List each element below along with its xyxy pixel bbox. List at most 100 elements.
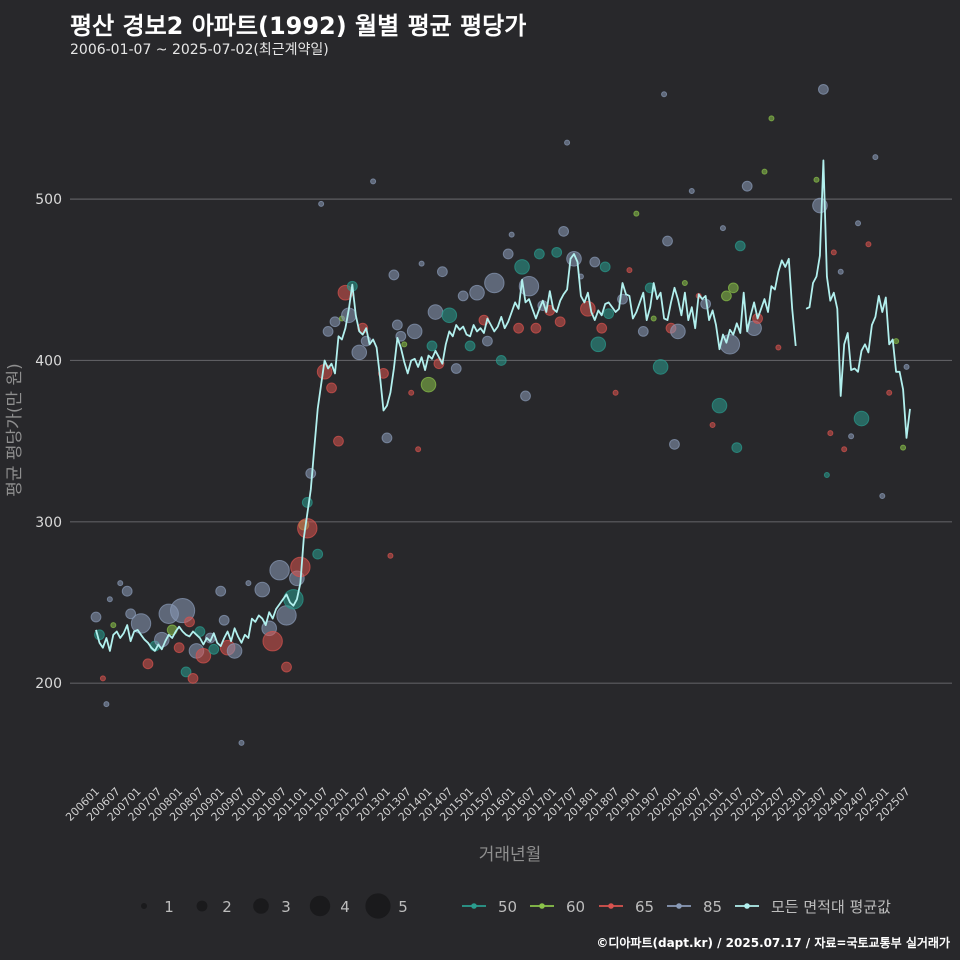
- grid-lines: [70, 198, 952, 684]
- point-85: [318, 200, 325, 207]
- point-85: [508, 231, 515, 238]
- average-line-segment: [95, 253, 797, 652]
- point-85: [719, 225, 726, 232]
- point-65: [326, 382, 337, 394]
- legend-series-label: 60: [566, 898, 585, 916]
- point-65: [626, 267, 633, 274]
- legend-series-label: 50: [498, 898, 517, 916]
- point-50: [823, 472, 830, 479]
- legend-series-marker: [744, 903, 750, 909]
- point-85: [238, 739, 245, 746]
- point-65: [408, 389, 415, 396]
- point-85: [245, 580, 252, 587]
- point-85: [436, 266, 448, 278]
- point-85: [103, 701, 110, 708]
- point-85: [482, 335, 493, 347]
- legend-size-marker: [365, 893, 391, 919]
- legend: 1 2 3 4 5 50 60 65 85 모든 면적대 평균값: [141, 893, 891, 919]
- point-60: [768, 115, 775, 122]
- point-85: [872, 154, 879, 161]
- point-60: [110, 622, 117, 629]
- point-85: [391, 319, 403, 331]
- point-85: [589, 256, 601, 268]
- point-65: [775, 344, 782, 351]
- legend-series-label: 65: [635, 898, 654, 916]
- point-85: [812, 197, 828, 214]
- point-85: [484, 272, 505, 294]
- point-65: [142, 658, 154, 670]
- point-85: [661, 91, 668, 98]
- point-85: [469, 284, 485, 301]
- point-85: [662, 235, 673, 247]
- point-85: [855, 220, 862, 227]
- point-60: [721, 290, 732, 302]
- point-65: [173, 642, 185, 654]
- point-65: [99, 675, 106, 682]
- point-85: [637, 326, 649, 337]
- point-50: [495, 355, 507, 366]
- point-60: [727, 282, 739, 294]
- legend-series-marker: [676, 903, 682, 909]
- chart-title: 평산 경보2 아파트(1992) 월별 평균 평당가: [70, 12, 527, 40]
- point-85: [90, 611, 102, 623]
- point-65: [281, 661, 292, 673]
- point-60: [681, 280, 688, 286]
- point-50: [711, 397, 728, 414]
- y-axis-ticks: 200 300 400 500: [35, 192, 62, 692]
- legend-size-4: 4: [309, 895, 350, 917]
- point-50: [312, 548, 324, 560]
- point-85: [406, 323, 423, 340]
- point-65: [195, 647, 212, 664]
- point-60: [893, 338, 900, 345]
- point-85: [117, 580, 124, 587]
- point-50: [734, 240, 746, 252]
- legend-size-2: 2: [196, 898, 232, 916]
- point-50: [731, 442, 743, 453]
- point-85: [218, 614, 230, 626]
- legend-series-marker: [608, 903, 614, 909]
- point-85: [322, 326, 334, 337]
- point-85: [670, 323, 686, 340]
- point-65: [886, 389, 893, 396]
- point-65: [530, 322, 542, 334]
- point-50: [603, 308, 615, 320]
- legend-series-3: 85: [667, 898, 722, 916]
- point-85: [837, 268, 844, 275]
- point-85: [669, 438, 680, 450]
- point-50: [194, 626, 206, 637]
- point-65: [415, 446, 422, 453]
- legend-series-marker: [471, 903, 477, 909]
- point-65: [184, 616, 195, 628]
- point-85: [329, 316, 341, 328]
- legend-size-5: 5: [365, 893, 408, 919]
- legend-size-3: 3: [253, 898, 291, 916]
- point-85: [125, 608, 137, 620]
- legend-series-1: 60: [530, 898, 585, 916]
- point-85: [370, 178, 377, 185]
- point-85: [154, 631, 170, 648]
- legend-size-marker: [309, 895, 331, 917]
- point-50: [208, 643, 220, 655]
- x-axis-ticks: 2006012006072007012007072008012008072009…: [63, 785, 912, 824]
- point-50: [464, 340, 476, 352]
- legend-size-marker: [253, 898, 269, 914]
- point-85: [879, 493, 886, 499]
- point-85: [226, 643, 243, 659]
- chart-subtitle: 2006-01-07 ~ 2025-07-02(최근계약일): [70, 42, 329, 58]
- point-65: [513, 322, 524, 334]
- legend-series-0: 50: [462, 898, 517, 916]
- point-85: [215, 585, 227, 597]
- point-85: [502, 248, 514, 260]
- point-85: [305, 468, 317, 479]
- point-85: [741, 180, 753, 192]
- point-65: [554, 316, 566, 328]
- legend-size-marker: [141, 903, 147, 909]
- point-50: [441, 307, 458, 324]
- y-tick-label: 500: [35, 192, 62, 208]
- point-50: [551, 246, 563, 258]
- average-line: [95, 159, 911, 652]
- point-85: [558, 225, 570, 237]
- y-axis-title: 평균 평당가(만 원): [5, 363, 25, 497]
- point-85: [818, 83, 829, 95]
- point-65: [387, 552, 394, 559]
